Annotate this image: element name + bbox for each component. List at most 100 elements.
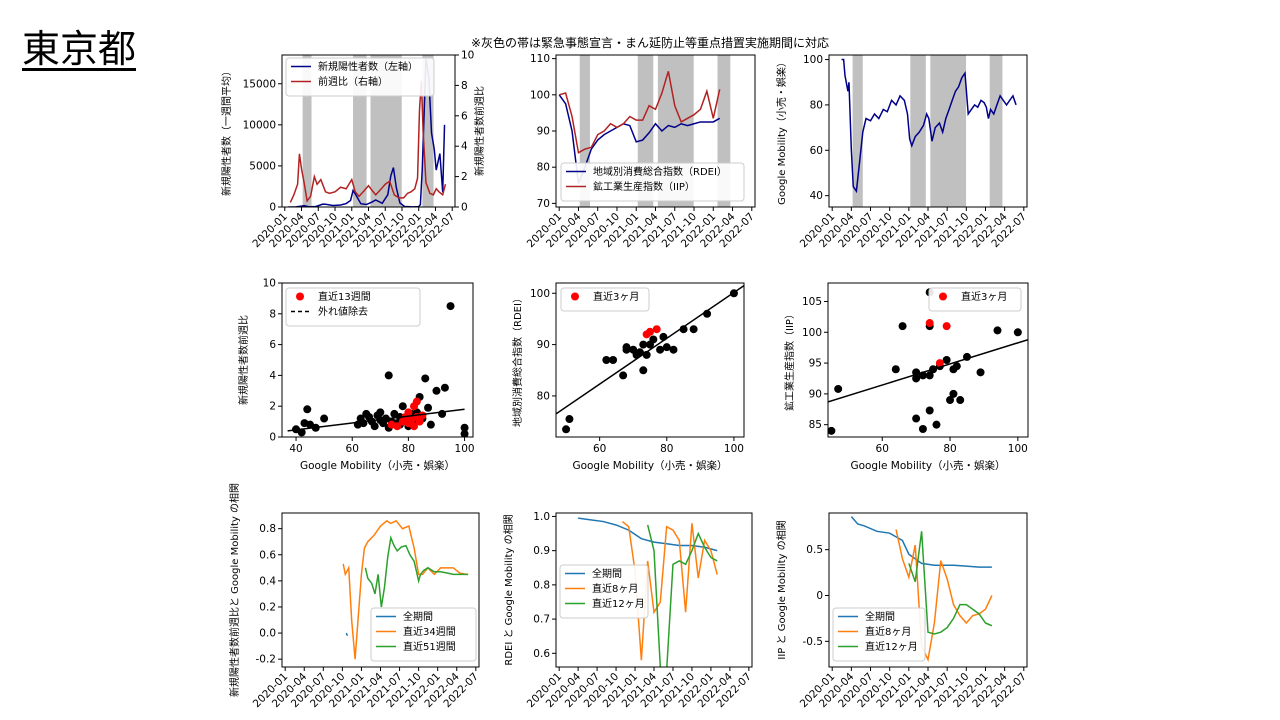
scatter-point (891, 365, 900, 374)
axes-frame (555, 282, 745, 438)
scatter-point (622, 343, 631, 352)
scatter-point (942, 356, 951, 364)
figure-note: ※灰色の帯は緊急事態宣言・まん延防止等重点措置実施期間に対応 (470, 36, 830, 50)
chart-p8: 0.60.70.80.91.02020-012020-042020-072020… (502, 511, 754, 710)
y-tick-label: 85 (809, 419, 822, 431)
y-tick-label: 4 (269, 370, 276, 382)
legend-label: 直近12ヶ月 (865, 640, 918, 653)
scatter-point (639, 366, 648, 375)
y-tick-label: 60 (810, 145, 823, 157)
series-line (342, 519, 469, 660)
scatter-point (952, 362, 961, 371)
legend-label: 直近3ヶ月 (961, 290, 1007, 303)
y2-tick-label: 0 (461, 202, 468, 214)
y-tick-label: 0 (816, 590, 823, 602)
scatter-point (440, 383, 449, 392)
plot-area-p5 (556, 284, 744, 434)
legend-label: 新規陽性者数（左軸） (318, 60, 418, 73)
y-tick-label: 8 (269, 308, 276, 320)
scatter-point (398, 402, 407, 411)
legend-label: 鉱工業生産指数（IIP） (593, 180, 695, 193)
legend-p6: 直近3ヶ月 (928, 287, 1022, 312)
scatter-point (446, 302, 455, 311)
scatter-point (925, 371, 934, 380)
series-line (364, 535, 469, 608)
scatter-point (404, 408, 413, 417)
legend-label: 全期間 (865, 610, 895, 623)
scatter-point (898, 322, 907, 331)
chart-p3: 4060801002020-012020-042020-072020-10202… (775, 54, 1029, 250)
legend-label: 前週比（右軸） (318, 75, 388, 88)
scatter-point (942, 322, 951, 331)
shaded-period (422, 55, 434, 207)
shaded-period (852, 55, 863, 207)
scatter-point (602, 356, 611, 364)
y-axis-label: 新規陽性者数前週比 (237, 315, 250, 405)
legend-label: 直近8ヶ月 (865, 625, 911, 638)
scatter-point (609, 356, 618, 364)
x-axis-label: Google Mobility（小売・娯楽） (572, 459, 727, 472)
y-tick-label: 95 (809, 358, 822, 370)
plot-area-p7 (342, 519, 469, 660)
y-axis-label: IIP と Google Mobility の相関 (775, 520, 788, 659)
y-tick-label: 2 (269, 401, 276, 413)
y-tick-label: 0.2 (259, 601, 276, 613)
scatter-point (932, 420, 941, 429)
chart-p7: -0.20.00.20.40.60.82020-012020-042020-07… (228, 483, 481, 710)
shaded-period (302, 55, 312, 207)
y2-axis-label: 新規陽性者数前週比 (473, 86, 486, 176)
scatter-point (649, 335, 658, 344)
x-tick-label: 100 (724, 443, 744, 455)
x-tick-label: 40 (289, 443, 302, 455)
scatter-point (376, 408, 385, 417)
scatter-point (320, 414, 329, 423)
scatter-point (935, 359, 944, 368)
y-tick-label: 1.0 (533, 511, 550, 523)
y-tick-label: 10 (263, 278, 276, 290)
legend-label: 全期間 (592, 567, 622, 580)
scatter-point (976, 368, 985, 377)
y-tick-label: 90 (537, 339, 550, 351)
plot-area-p9 (850, 516, 993, 663)
scatter-point (828, 426, 836, 435)
y-tick-label: 0.0 (259, 628, 276, 640)
legend-box (370, 607, 477, 662)
scatter-point (426, 420, 435, 429)
scatter-point (639, 340, 648, 349)
scatter-point (432, 386, 441, 395)
y-axis-label: 鉱工業生産指数（IIP） (783, 309, 796, 411)
scatter-point (834, 384, 843, 393)
series-line (841, 58, 1017, 194)
legend-marker (571, 292, 579, 301)
plot-area-p3 (841, 55, 1017, 207)
series-line (289, 80, 447, 203)
scatter-point (393, 422, 402, 431)
legend-label: 直近51週間 (403, 640, 456, 653)
x-tick-label: 60 (593, 443, 606, 455)
scatter-point (297, 428, 306, 437)
y-tick-label: 0.9 (533, 545, 550, 557)
scatter-point (646, 327, 654, 336)
series-line (559, 71, 721, 154)
x-tick-label: 100 (1008, 443, 1028, 455)
scatter-point (415, 417, 424, 426)
scatter-point (421, 374, 430, 383)
x-axis-label: Google Mobility（小売・娯楽） (300, 459, 455, 472)
x-tick-label: 80 (402, 443, 415, 455)
y-axis-label: Google Mobility（小売・娯楽） (775, 57, 788, 205)
y-tick-label: 0.8 (259, 523, 276, 535)
y-tick-label: 105 (802, 296, 822, 308)
y-tick-label: 100 (530, 89, 550, 101)
legend-p2: 地域別消費総合指数（RDEI） 鉱工業生産指数（IIP） (560, 162, 745, 202)
scatter-point (689, 325, 698, 334)
scatter-point (912, 414, 921, 423)
scatter-point (662, 343, 671, 352)
legend-box (560, 287, 650, 312)
scatter-point (460, 429, 469, 437)
legend-label: 直近3ヶ月 (593, 290, 639, 303)
y-tick-label: 80 (537, 162, 550, 174)
scatter-point (946, 396, 955, 405)
